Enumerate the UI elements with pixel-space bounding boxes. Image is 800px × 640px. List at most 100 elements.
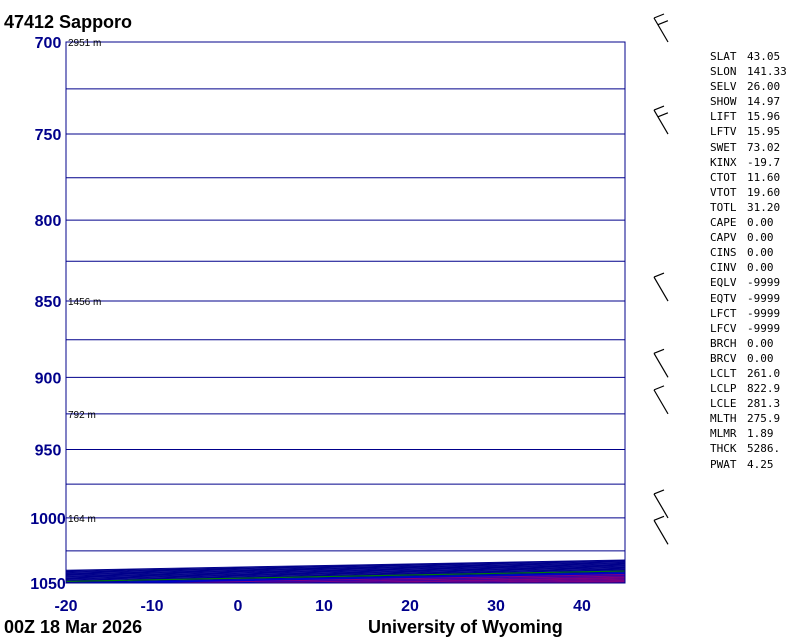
index-key: SWET bbox=[710, 140, 737, 154]
wind-barb-flag bbox=[653, 489, 665, 495]
index-row: LFTV 15.95 bbox=[710, 124, 795, 139]
wind-barbs bbox=[653, 13, 669, 545]
index-key: SLON bbox=[710, 65, 737, 79]
index-value: 0.00 bbox=[747, 351, 774, 365]
index-key: BRCV bbox=[710, 351, 737, 365]
index-row: CTOT 11.60 bbox=[710, 170, 795, 185]
index-key: LCLT bbox=[710, 366, 737, 380]
index-key: TOTL bbox=[710, 200, 737, 214]
index-key: LCLE bbox=[710, 397, 737, 411]
x-tick-label: 30 bbox=[487, 598, 505, 615]
isotherm-line bbox=[66, 568, 625, 581]
index-row: THCK 5286. bbox=[710, 441, 795, 456]
index-key: CINS bbox=[710, 246, 737, 260]
index-key: CAPE bbox=[710, 216, 737, 230]
wind-barb bbox=[653, 515, 669, 545]
isotherm-line bbox=[151, 573, 625, 583]
wind-barb bbox=[653, 489, 669, 519]
index-key: LFCV bbox=[710, 321, 737, 335]
index-key: LCLP bbox=[710, 382, 737, 396]
index-value: 275.9 bbox=[747, 412, 781, 426]
index-row: EQLV -9999 bbox=[710, 275, 795, 290]
isotherm-line bbox=[66, 561, 625, 573]
index-row: LCLP 822.9 bbox=[710, 381, 795, 396]
y-tick-label: 950 bbox=[35, 442, 62, 459]
y-tick-label: 1000 bbox=[30, 511, 66, 528]
labels: 700 750 800 850 900 950 1000 1050 -20 -10 0 10 20 30 4… bbox=[30, 35, 591, 615]
height-label: 1456 m bbox=[68, 297, 101, 308]
x-tick-label: -10 bbox=[140, 598, 163, 615]
index-value: 0.00 bbox=[747, 261, 774, 275]
index-key: EQLV bbox=[710, 276, 737, 290]
index-row: LCLT 261.0 bbox=[710, 366, 795, 381]
index-row: KINX -19.7 bbox=[710, 155, 795, 170]
isotherm-line bbox=[66, 565, 625, 578]
index-value: 1.89 bbox=[747, 427, 774, 441]
index-row: SWET 73.02 bbox=[710, 140, 795, 155]
height-label: 2951 m bbox=[68, 38, 101, 49]
wind-barb bbox=[653, 272, 669, 302]
wind-barb-shaft bbox=[653, 353, 669, 378]
index-key: SHOW bbox=[710, 95, 737, 109]
index-value: 73.02 bbox=[747, 140, 781, 154]
isotherm-line bbox=[66, 563, 625, 575]
index-value: -9999 bbox=[747, 291, 781, 305]
moist-adiabat-line bbox=[151, 573, 625, 583]
index-value: 281.3 bbox=[747, 397, 781, 411]
index-value: 0.00 bbox=[747, 336, 774, 350]
x-tick-label: 10 bbox=[315, 598, 333, 615]
wind-barb bbox=[653, 348, 669, 378]
index-row: LCLE 281.3 bbox=[710, 396, 795, 411]
index-row: SELV 26.00 bbox=[710, 79, 795, 94]
isotherm-line bbox=[66, 561, 625, 574]
index-value: 141.33 bbox=[747, 65, 787, 79]
wind-barb-shaft bbox=[653, 493, 669, 519]
index-value: -19.7 bbox=[747, 155, 781, 169]
index-value: -9999 bbox=[747, 306, 781, 320]
isotherm-line bbox=[66, 571, 625, 583]
wind-barb-flag bbox=[653, 385, 665, 391]
index-key: CINV bbox=[710, 261, 737, 275]
index-value: 11.60 bbox=[747, 170, 781, 184]
index-row: PWAT 4.25 bbox=[710, 457, 795, 472]
index-value: 4.25 bbox=[747, 457, 774, 471]
index-row: LFCT -9999 bbox=[710, 306, 795, 321]
wind-barb bbox=[653, 13, 669, 43]
index-value: 43.05 bbox=[747, 50, 781, 63]
index-row: SHOW 14.97 bbox=[710, 94, 795, 109]
y-tick-label: 1050 bbox=[30, 576, 66, 593]
isotherm-line bbox=[66, 568, 625, 580]
index-row: MLTH 275.9 bbox=[710, 411, 795, 426]
y-tick-label: 900 bbox=[35, 370, 62, 387]
index-value: -9999 bbox=[747, 321, 781, 335]
height-label: 164 m bbox=[68, 514, 96, 525]
y-tick-label: 700 bbox=[35, 35, 62, 52]
x-tick-label: 40 bbox=[573, 598, 591, 615]
index-key: KINX bbox=[710, 155, 737, 169]
index-value: 5286. bbox=[747, 442, 781, 456]
index-row: LIFT 15.96 bbox=[710, 109, 795, 124]
wind-barb-flag bbox=[657, 20, 669, 26]
index-row: LFCV -9999 bbox=[710, 321, 795, 336]
dry-adiabat-line bbox=[156, 573, 625, 583]
index-value: 0.00 bbox=[747, 216, 774, 230]
x-tick-label: -20 bbox=[54, 598, 77, 615]
moist-adiabat-line bbox=[66, 572, 625, 583]
index-value: 261.0 bbox=[747, 366, 781, 380]
index-key: PWAT bbox=[710, 457, 737, 471]
index-key: SELV bbox=[710, 80, 737, 94]
isotherm-line bbox=[66, 570, 625, 582]
isotherm-line bbox=[66, 572, 625, 583]
wind-barb-shaft bbox=[653, 520, 669, 545]
y-tick-label: 850 bbox=[35, 294, 62, 311]
wind-barb bbox=[653, 385, 669, 415]
index-row: CINV 0.00 bbox=[710, 260, 795, 275]
height-label: 792 m bbox=[68, 410, 96, 421]
index-key: LFCT bbox=[710, 306, 737, 320]
observation-time: 00Z 18 Mar 2026 bbox=[4, 617, 143, 637]
isotherm-line bbox=[66, 562, 625, 574]
y-tick-label: 750 bbox=[35, 127, 62, 144]
index-row: BRCH 0.00 bbox=[710, 336, 795, 351]
index-row: VTOT 19.60 bbox=[710, 185, 795, 200]
